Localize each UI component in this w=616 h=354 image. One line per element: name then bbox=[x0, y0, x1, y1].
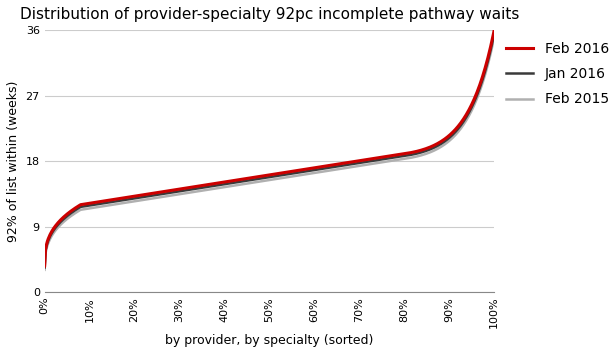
Jan 2016 bbox=[410, 152, 417, 156]
Jan 2016 bbox=[480, 75, 487, 79]
Feb 2016 bbox=[309, 166, 316, 170]
Line: Feb 2015: Feb 2015 bbox=[44, 37, 494, 270]
X-axis label: by provider, by specialty (sorted): by provider, by specialty (sorted) bbox=[165, 334, 373, 347]
Feb 2016 bbox=[41, 264, 48, 269]
Y-axis label: 92% of list within (weeks): 92% of list within (weeks) bbox=[7, 80, 20, 242]
Jan 2016 bbox=[254, 177, 262, 181]
Feb 2015 bbox=[284, 175, 291, 179]
Feb 2016 bbox=[490, 28, 498, 32]
Feb 2015 bbox=[490, 35, 498, 39]
Feb 2016 bbox=[410, 150, 417, 154]
Feb 2016 bbox=[254, 175, 262, 179]
Feb 2015 bbox=[257, 179, 264, 183]
Jan 2016 bbox=[309, 168, 316, 172]
Feb 2015 bbox=[410, 155, 417, 159]
Feb 2015 bbox=[41, 268, 48, 272]
Jan 2016 bbox=[257, 176, 264, 181]
Legend: Feb 2016, Jan 2016, Feb 2015: Feb 2016, Jan 2016, Feb 2015 bbox=[506, 42, 609, 107]
Feb 2015 bbox=[480, 78, 487, 82]
Jan 2016 bbox=[284, 172, 291, 176]
Jan 2016 bbox=[490, 32, 498, 36]
Feb 2015 bbox=[254, 180, 262, 184]
Feb 2016 bbox=[480, 72, 487, 76]
Title: Distribution of provider-specialty 92pc incomplete pathway waits: Distribution of provider-specialty 92pc … bbox=[20, 7, 519, 22]
Jan 2016 bbox=[41, 266, 48, 270]
Line: Feb 2016: Feb 2016 bbox=[44, 30, 494, 267]
Feb 2016 bbox=[284, 170, 291, 174]
Feb 2016 bbox=[257, 174, 264, 178]
Feb 2015 bbox=[309, 171, 316, 176]
Line: Jan 2016: Jan 2016 bbox=[44, 34, 494, 268]
